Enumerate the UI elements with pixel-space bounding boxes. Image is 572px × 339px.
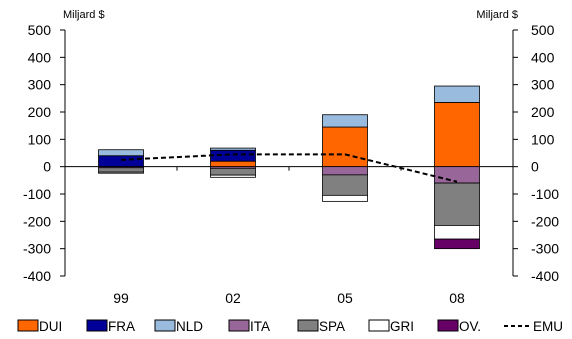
legend-label-ita: ITA bbox=[250, 319, 270, 334]
y-tick-label-left: -300 bbox=[23, 241, 51, 257]
legend-swatch-gri bbox=[368, 319, 390, 332]
legend-swatch-ita bbox=[228, 319, 250, 332]
legend-swatch-dui bbox=[17, 319, 39, 332]
bar-fra-99 bbox=[98, 155, 144, 168]
y-tick-label-left: 400 bbox=[28, 49, 52, 65]
y-tick-label-left: 200 bbox=[28, 104, 52, 120]
x-tick-label: 99 bbox=[113, 290, 129, 306]
bar-gri-05 bbox=[322, 194, 368, 202]
emu-line bbox=[120, 153, 458, 183]
labels: 500 500 400 400 300 300 200 200 100 100 0 0 -100 -100… bbox=[23, 9, 559, 306]
y-tick-label-right: -200 bbox=[531, 213, 559, 229]
bar-gri-08 bbox=[434, 225, 480, 240]
bars bbox=[98, 85, 480, 250]
legend-label-emu: EMU bbox=[533, 319, 563, 334]
bar-nld-99 bbox=[98, 149, 144, 157]
y-unit-right: Miljard $ bbox=[476, 9, 518, 21]
bar-spa-08 bbox=[434, 182, 480, 226]
legend-label-dui: DUI bbox=[39, 319, 62, 334]
y-tick-label-right: -300 bbox=[531, 241, 559, 257]
y-tick-label-right: 0 bbox=[531, 159, 539, 175]
y-unit-left: Miljard $ bbox=[63, 9, 105, 21]
bar-ita-05 bbox=[322, 166, 368, 176]
y-tick-label-right: 400 bbox=[531, 49, 555, 65]
y-tick-label-right: 500 bbox=[531, 22, 555, 38]
legend-label-gri: GRI bbox=[390, 319, 414, 334]
bar-dui-08 bbox=[434, 102, 480, 168]
y-tick-label-right: -100 bbox=[531, 186, 559, 202]
bar-nld-05 bbox=[322, 114, 368, 128]
legend-swatch-spa bbox=[297, 319, 319, 332]
y-tick-label-right: 100 bbox=[531, 131, 555, 147]
x-tick-label: 02 bbox=[225, 290, 241, 306]
y-tick-label-right: 300 bbox=[531, 77, 555, 93]
legend-label-nld: NLD bbox=[176, 319, 203, 334]
y-tick-label-left: 100 bbox=[28, 131, 52, 147]
bar-dui-02 bbox=[210, 160, 256, 168]
bar-spa-05 bbox=[322, 174, 368, 196]
bar-ita-08 bbox=[434, 166, 480, 184]
y-tick-label-left: -100 bbox=[23, 186, 51, 202]
legend-swatch-fra bbox=[86, 319, 108, 332]
y-tick-label-left: 500 bbox=[28, 22, 52, 38]
bar-spa-99 bbox=[98, 167, 144, 173]
bar-gri-02 bbox=[210, 174, 256, 178]
y-tick-label-left: -200 bbox=[23, 213, 51, 229]
bar-nld-02 bbox=[210, 147, 256, 151]
y-tick-label-left: -400 bbox=[23, 268, 51, 284]
bar-ov-08 bbox=[434, 238, 480, 250]
y-tick-label-left: 300 bbox=[28, 77, 52, 93]
bar-dui-05 bbox=[322, 126, 368, 168]
x-tick-label: 08 bbox=[449, 290, 465, 306]
y-tick-label-left: 0 bbox=[43, 159, 51, 175]
legend-label-ov: OV. bbox=[459, 319, 481, 334]
x-tick-label: 05 bbox=[337, 290, 353, 306]
bar-gri-99 bbox=[98, 171, 144, 174]
legend-swatch-nld bbox=[154, 319, 176, 332]
legend-label-fra: FRA bbox=[108, 319, 135, 334]
bar-spa-02 bbox=[210, 167, 256, 176]
legend: DUI FRA NLD ITA SPA GRI OV. EMU bbox=[17, 319, 563, 334]
y-tick-label-right: 200 bbox=[531, 104, 555, 120]
bar-nld-08 bbox=[434, 85, 480, 103]
legend-swatch-ov bbox=[437, 319, 459, 332]
legend-label-spa: SPA bbox=[319, 319, 345, 334]
y-tick-label-right: -400 bbox=[531, 268, 559, 284]
line-emu bbox=[120, 153, 458, 183]
